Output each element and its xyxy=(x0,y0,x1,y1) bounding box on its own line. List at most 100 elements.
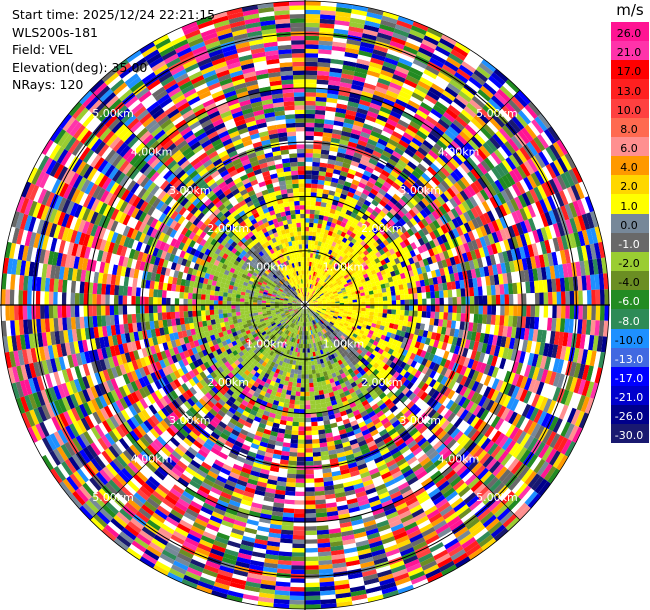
velocity-gate xyxy=(491,334,499,346)
velocity-gate xyxy=(506,272,513,284)
velocity-gate xyxy=(315,197,322,203)
velocity-gate xyxy=(285,425,293,431)
velocity-gate xyxy=(465,53,482,67)
velocity-gate xyxy=(328,259,334,265)
velocity-gate xyxy=(309,274,312,280)
velocity-gate xyxy=(309,395,315,401)
velocity-gate xyxy=(341,69,355,76)
velocity-gate xyxy=(313,281,317,286)
velocity-gate xyxy=(499,240,507,253)
velocity-gate xyxy=(413,88,427,99)
velocity-gate xyxy=(525,316,531,329)
velocity-gate xyxy=(390,290,396,296)
velocity-gate xyxy=(311,280,315,285)
velocity-gate xyxy=(311,240,316,245)
velocity-gate xyxy=(521,127,534,142)
velocity-gate xyxy=(315,282,320,287)
velocity-gate xyxy=(395,190,404,199)
velocity-gate xyxy=(346,229,353,236)
velocity-gate xyxy=(506,348,514,361)
velocity-gate xyxy=(361,127,372,135)
velocity-gate xyxy=(311,369,316,375)
velocity-gate xyxy=(443,359,451,369)
velocity-gate xyxy=(481,200,491,213)
velocity-gate xyxy=(578,305,583,320)
velocity-gate xyxy=(369,294,375,299)
velocity-gate xyxy=(552,305,557,319)
velocity-gate xyxy=(406,236,415,245)
velocity-gate xyxy=(376,114,389,123)
velocity-gate xyxy=(323,184,331,191)
velocity-gate xyxy=(310,289,314,294)
velocity-gate xyxy=(592,258,599,275)
velocity-gate xyxy=(317,53,332,59)
velocity-gate xyxy=(551,317,557,332)
velocity-gate xyxy=(444,368,452,378)
velocity-gate xyxy=(466,102,480,115)
velocity-gate xyxy=(372,169,381,178)
velocity-gate xyxy=(313,307,318,310)
velocity-gate xyxy=(366,162,376,170)
velocity-gate xyxy=(305,556,319,562)
velocity-gate xyxy=(347,311,353,315)
velocity-gate xyxy=(338,313,343,318)
velocity-gate xyxy=(569,376,578,393)
velocity-gate xyxy=(314,254,319,259)
velocity-gate xyxy=(295,474,305,479)
velocity-gate xyxy=(356,185,365,193)
velocity-gate xyxy=(312,157,321,163)
velocity-gate xyxy=(416,267,423,275)
velocity-gate xyxy=(377,221,385,229)
velocity-gate xyxy=(487,365,495,377)
velocity-gate xyxy=(450,281,457,290)
velocity-gate xyxy=(506,326,513,338)
velocity-gate xyxy=(386,118,398,127)
velocity-gate xyxy=(470,268,477,279)
velocity-gate xyxy=(548,385,557,400)
velocity-gate xyxy=(326,274,332,280)
velocity-gate xyxy=(572,247,580,263)
velocity-gate xyxy=(463,357,471,368)
velocity-gate xyxy=(429,57,444,69)
velocity-gate xyxy=(336,99,349,106)
velocity-gate xyxy=(388,226,397,234)
velocity-gate xyxy=(415,179,425,189)
velocity-gate xyxy=(456,165,467,177)
velocity-gate xyxy=(457,203,467,214)
velocity-gate xyxy=(317,57,331,64)
velocity-gate xyxy=(357,322,363,327)
velocity-gate xyxy=(307,288,310,293)
velocity-gate xyxy=(315,232,321,238)
velocity-gate xyxy=(408,209,417,218)
velocity-gate xyxy=(370,130,381,139)
velocity-gate xyxy=(418,329,424,337)
velocity-gate xyxy=(578,290,583,305)
velocity-gate xyxy=(308,300,313,303)
velocity-gate xyxy=(422,139,434,150)
velocity-gate xyxy=(455,151,467,163)
velocity-gate xyxy=(566,262,573,278)
velocity-gate xyxy=(317,223,323,229)
velocity-gate xyxy=(338,274,344,280)
velocity-gate xyxy=(564,390,574,407)
velocity-gate xyxy=(449,328,456,337)
velocity-gate xyxy=(443,60,459,72)
velocity-gate xyxy=(397,209,406,218)
velocity-gate xyxy=(405,212,413,221)
velocity-gate xyxy=(391,300,397,305)
velocity-gate xyxy=(528,328,534,342)
velocity-gate xyxy=(305,604,321,609)
velocity-gate xyxy=(518,246,526,259)
velocity-gate xyxy=(432,125,445,137)
velocity-gate xyxy=(389,40,405,50)
velocity-gate xyxy=(373,217,381,225)
velocity-gate xyxy=(441,150,453,161)
velocity-gate xyxy=(397,186,407,196)
velocity-gate xyxy=(482,104,496,118)
velocity-gate xyxy=(524,124,537,140)
velocity-gate xyxy=(360,310,366,315)
velocity-gate xyxy=(391,305,397,310)
velocity-gate xyxy=(357,54,372,62)
velocity-gate xyxy=(416,286,422,294)
velocity-gate xyxy=(381,196,390,204)
